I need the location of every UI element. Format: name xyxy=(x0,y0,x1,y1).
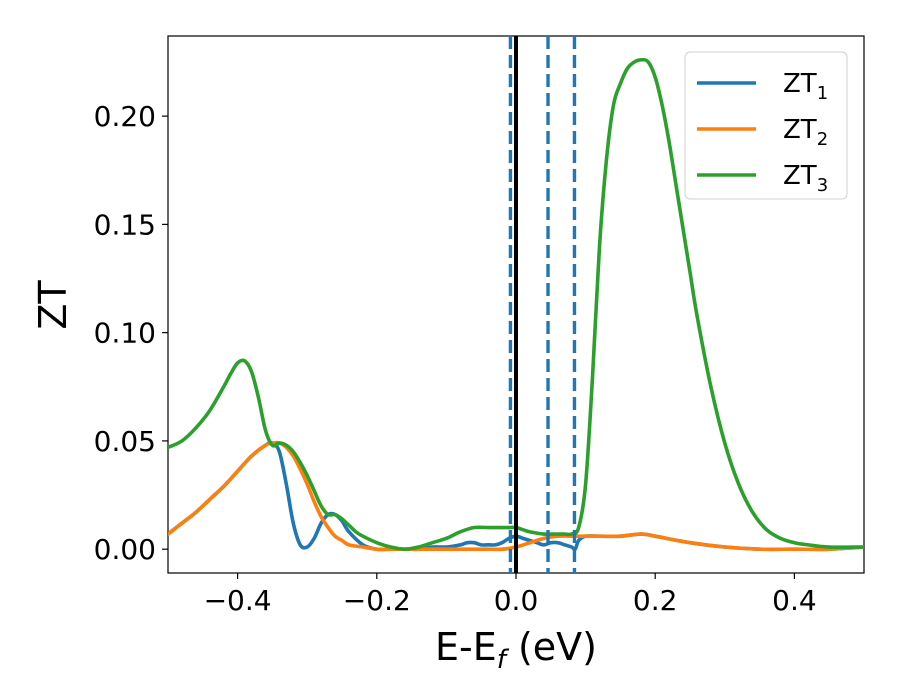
x-axis-ticks: −0.4 −0.2 0.0 0.2 0.4 xyxy=(204,573,817,617)
x-tick-label: −0.4 xyxy=(204,584,272,617)
legend-items: ZT1 ZT2 ZT3 xyxy=(697,69,828,196)
x-axis-label-main: E-E xyxy=(435,625,497,669)
x-tick-label: 0.2 xyxy=(633,584,678,617)
y-tick-label: 0.15 xyxy=(94,208,156,241)
y-tick-label: 0.00 xyxy=(94,533,156,566)
legend-label-zt2: ZT2 xyxy=(783,115,828,150)
legend: ZT1 ZT2 ZT3 xyxy=(684,51,848,200)
legend-label-zt3: ZT3 xyxy=(783,161,828,196)
plot-area xyxy=(167,35,865,574)
y-tick-label: 0.20 xyxy=(94,100,156,133)
x-axis-label: E-Ef (eV) xyxy=(435,625,597,675)
x-tick-label: −0.2 xyxy=(343,584,411,617)
vline-layer xyxy=(508,36,577,573)
y-tick-label: 0.05 xyxy=(94,425,156,458)
legend-box xyxy=(684,51,848,200)
series-line-zt3 xyxy=(168,57,864,551)
legend-label-zt1: ZT1 xyxy=(783,69,828,104)
y-axis-ticks: 0.00 0.05 0.10 0.15 0.20 xyxy=(94,100,168,566)
x-tick-label: 0.0 xyxy=(494,584,539,617)
y-tick-label: 0.10 xyxy=(94,317,156,350)
x-axis-label-unit: (eV) xyxy=(506,625,597,669)
y-axis-label: ZT xyxy=(31,280,75,330)
x-tick-label: 0.4 xyxy=(772,584,817,617)
series-layer xyxy=(168,57,864,552)
